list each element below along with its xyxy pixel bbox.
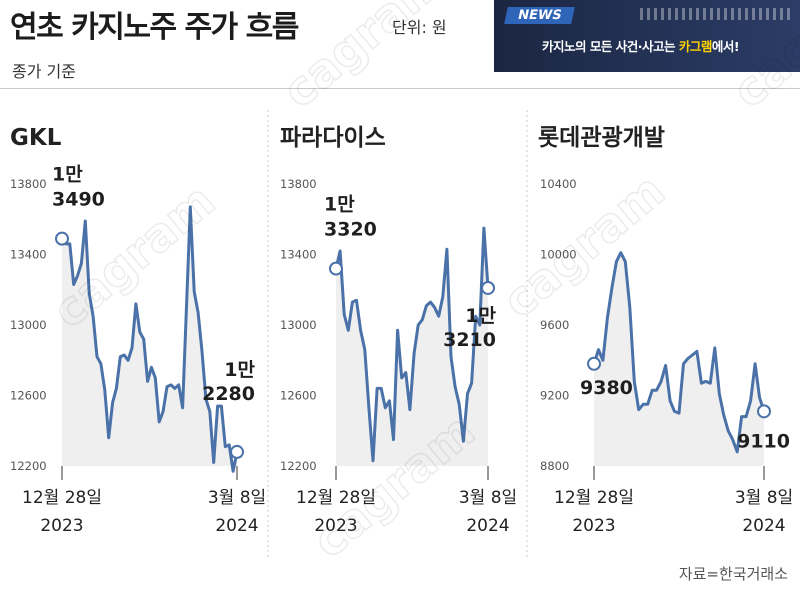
x-end-year: 2024 xyxy=(742,516,785,536)
start-point xyxy=(55,231,69,246)
start-label-value: 9380 xyxy=(580,377,633,399)
chart-title: 파라다이스 xyxy=(280,125,386,151)
start-label-value: 3490 xyxy=(52,189,105,211)
y-tick-label: 9200 xyxy=(540,389,569,403)
end-label-prefix: 1만 xyxy=(224,359,255,381)
start-label-prefix: 1만 xyxy=(52,164,83,186)
watermark: cagram xyxy=(492,163,674,328)
header-divider xyxy=(0,88,800,89)
chart-title: GKL xyxy=(10,125,62,151)
start-label-value: 3320 xyxy=(324,219,377,241)
end-label-value: 3210 xyxy=(443,329,496,351)
banner-text-suffix: 에서! xyxy=(711,39,740,54)
y-tick-label: 12600 xyxy=(280,389,317,403)
y-tick-label: 12200 xyxy=(10,459,47,473)
series-line xyxy=(60,205,239,473)
end-label-value: 9110 xyxy=(737,430,790,452)
x-start-year: 2023 xyxy=(40,516,83,536)
series-line xyxy=(592,251,766,454)
y-tick-label: 10000 xyxy=(540,248,577,262)
y-tick-label: 13400 xyxy=(280,248,317,262)
y-tick-label: 13000 xyxy=(10,318,47,332)
watermark: cagram xyxy=(722,0,800,118)
page-title: 연초 카지노주 주가 흐름 xyxy=(10,10,299,45)
x-end-year: 2024 xyxy=(466,516,509,536)
y-tick-label: 10400 xyxy=(540,177,577,191)
x-end-label: 3월 8일 xyxy=(208,488,266,508)
chart-title: 롯데관광개발 xyxy=(538,125,665,151)
area-fill xyxy=(336,228,488,466)
area-fill xyxy=(594,252,764,466)
end-label-prefix: 1만 xyxy=(465,305,496,327)
y-tick-label: 12600 xyxy=(10,389,47,403)
end-point xyxy=(757,404,771,419)
y-tick-label: 13800 xyxy=(280,177,317,191)
start-point xyxy=(587,356,601,371)
y-tick-label: 13400 xyxy=(10,248,47,262)
end-label-value: 2280 xyxy=(202,383,255,405)
x-start-year: 2023 xyxy=(572,516,615,536)
source-note: 자료=한국거래소 xyxy=(678,565,788,583)
x-end-label: 3월 8일 xyxy=(459,488,517,508)
watermark: cagram xyxy=(272,0,454,118)
banner-text-prefix: 카지노의 모든 사건·사고는 xyxy=(542,39,679,54)
y-tick-label: 12200 xyxy=(280,459,317,473)
unit-label: 단위: 원 xyxy=(392,18,447,37)
end-point xyxy=(481,280,495,295)
banner-decoration xyxy=(640,8,790,20)
banner-text: 카지노의 모든 사건·사고는 카그램에서! xyxy=(542,36,740,55)
banner-text-highlight: 카그램 xyxy=(678,39,713,54)
y-tick-label: 13000 xyxy=(280,318,317,332)
start-label-prefix: 1만 xyxy=(324,194,355,216)
x-end-year: 2024 xyxy=(215,516,258,536)
end-point xyxy=(230,444,244,459)
series-line xyxy=(334,226,490,463)
x-start-label: 12월 28일 xyxy=(296,488,376,508)
x-end-label: 3월 8일 xyxy=(735,488,793,508)
x-start-label: 12월 28일 xyxy=(22,488,102,508)
news-banner[interactable]: NEWS 카지노의 모든 사건·사고는 카그램에서! xyxy=(494,0,800,72)
y-tick-label: 9600 xyxy=(540,318,569,332)
x-start-label: 12월 28일 xyxy=(554,488,634,508)
y-tick-label: 8800 xyxy=(540,459,569,473)
start-point xyxy=(329,261,343,276)
page-subtitle: 종가 기준 xyxy=(12,62,76,81)
y-tick-label: 13800 xyxy=(10,177,47,191)
x-start-year: 2023 xyxy=(314,516,357,536)
